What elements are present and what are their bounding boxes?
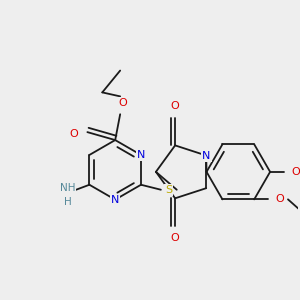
Text: O: O	[171, 101, 179, 111]
Text: N: N	[137, 150, 145, 160]
Text: O: O	[276, 194, 284, 204]
Text: N: N	[202, 151, 210, 160]
Text: O: O	[69, 129, 78, 139]
Text: NH: NH	[60, 183, 75, 193]
Text: N: N	[111, 195, 119, 205]
Text: O: O	[292, 167, 300, 177]
Text: S: S	[165, 185, 172, 195]
Text: O: O	[119, 98, 128, 108]
Text: H: H	[64, 196, 71, 207]
Text: O: O	[171, 233, 179, 243]
